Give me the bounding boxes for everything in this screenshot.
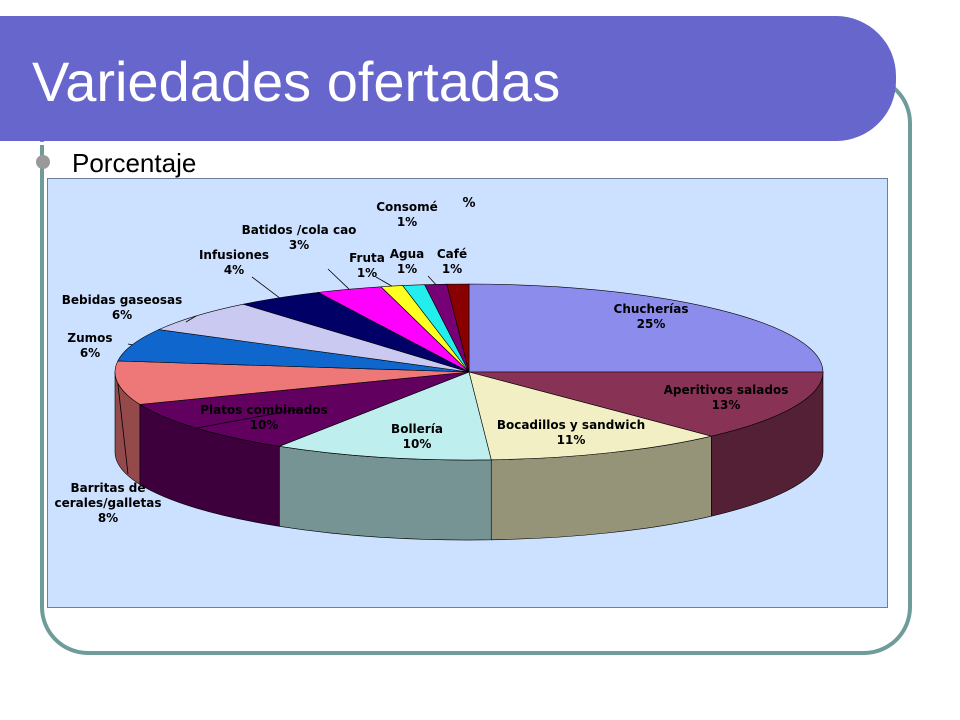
leader-line-platos-combinados <box>196 408 301 429</box>
data-label-platos-combinados: Platos combinados 10% <box>200 403 328 432</box>
slice-chucherias <box>468 283 824 373</box>
data-label-fruta: Fruta 1% <box>349 251 385 280</box>
leader-line-bebidas-gaseosas <box>185 315 197 323</box>
bullet-text: Porcentaje <box>72 148 197 178</box>
leader-line-zumos <box>127 343 133 346</box>
data-label-zumos: Zumos 6% <box>67 331 112 360</box>
title-bar: Variedades ofertadas <box>0 16 896 145</box>
data-label-infusiones: Infusiones 4% <box>199 248 269 277</box>
chart-area: Chucherías 25% Aperitivos salados 13% Bocadi… <box>47 178 888 608</box>
data-label-barritas-de-cerales-galletas: Barritas de cerales/galletas 8% <box>54 481 161 525</box>
slice-bocadillos-y-sandwich <box>468 371 712 461</box>
bullet-dot <box>36 155 50 169</box>
pie-chart: Chucherías 25% Aperitivos salados 13% Bocadi… <box>54 196 824 541</box>
leader-line-batidos-cola-cao <box>327 268 350 290</box>
slice-bebidas-gaseosas <box>157 303 470 373</box>
data-label-cafe: Café 1% <box>437 247 467 276</box>
title-underline <box>0 142 848 145</box>
data-label-bebidas-gaseosas: Bebidas gaseosas 6% <box>62 293 183 322</box>
leader-line-barritas-de-cerales-galletas <box>117 382 129 475</box>
chart-title: % <box>462 196 475 211</box>
data-label-bolleria: Bollería 10% <box>391 422 443 451</box>
slice-bolleria <box>278 371 492 461</box>
data-label-agua: Agua 1% <box>390 247 425 276</box>
data-label-chucherias: Chucherías 25% <box>614 302 689 331</box>
data-label-batidos-cola-cao: Batidos /cola cao 3% <box>242 223 357 252</box>
data-label-consome: Consomé 1% <box>376 200 438 229</box>
slice-side-bolleria <box>279 445 492 541</box>
leader-line-infusiones <box>251 276 280 299</box>
slide-title: Variedades ofertadas <box>32 50 561 113</box>
slice-cafe <box>446 283 470 373</box>
leader-line-fruta <box>375 276 392 287</box>
data-label-aperitivos-salados: Aperitivos salados 13% <box>664 383 789 412</box>
slice-zumos <box>117 329 470 373</box>
leader-line-consome <box>427 275 436 285</box>
slice-aperitivos-salados <box>468 371 824 437</box>
data-label-bocadillos-y-sandwich: Bocadillos y sandwich 11% <box>497 418 645 447</box>
